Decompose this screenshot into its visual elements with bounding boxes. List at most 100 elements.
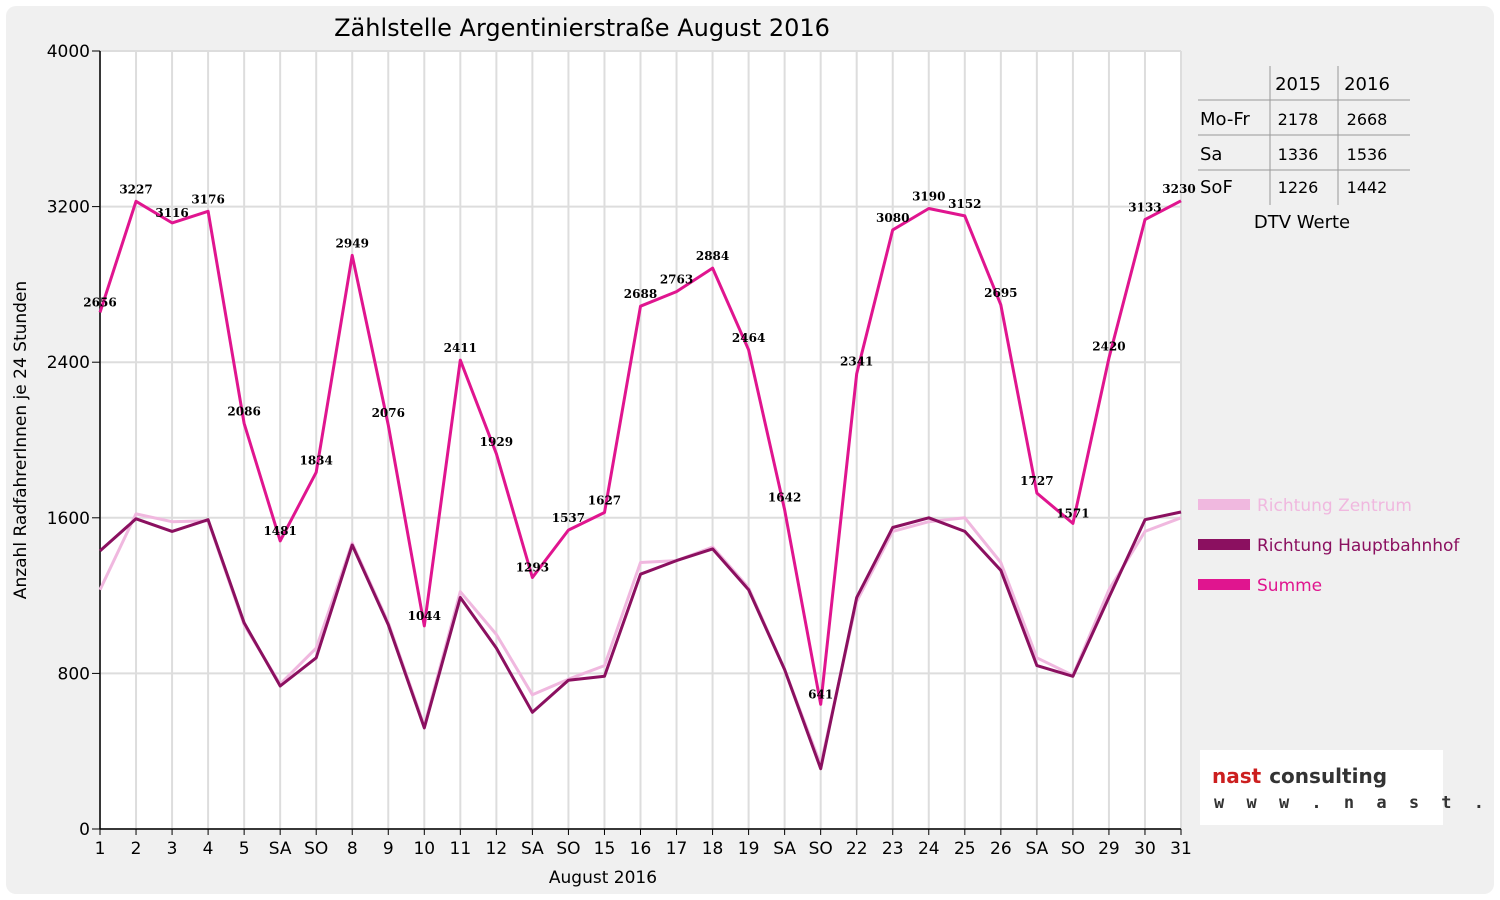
- logo-wordmark: nast consulting: [1212, 764, 1387, 788]
- data-label: 2656: [83, 295, 116, 309]
- data-label: 3227: [119, 182, 152, 196]
- data-label: 2076: [372, 406, 405, 420]
- legend-label-zentrum: Richtung Zentrum: [1257, 496, 1412, 516]
- logo-box: [1200, 750, 1443, 825]
- x-tick-label: 12: [486, 839, 508, 859]
- series-lines: [98, 199, 1182, 771]
- x-tick-label: 2: [131, 839, 142, 859]
- x-tick-label: SO: [556, 839, 580, 859]
- data-label: 1481: [263, 524, 296, 538]
- data-label: 641: [808, 687, 833, 701]
- table-cell-mofr-2016: 2668: [1347, 110, 1388, 129]
- table-caption: DTV Werte: [1254, 212, 1350, 233]
- table-cell-mofr-2015: 2178: [1278, 110, 1319, 129]
- x-tick-label: 19: [738, 839, 760, 859]
- data-label: 3116: [155, 206, 188, 220]
- data-label: 3133: [1128, 201, 1161, 215]
- table-cell-sof-2015: 1226: [1278, 178, 1319, 197]
- y-tick-labels: 0 800 1600 2400 3200 4000: [47, 42, 90, 840]
- series-line-summe: [98, 199, 1182, 706]
- data-label: 1627: [588, 494, 621, 508]
- data-label: 2688: [624, 287, 657, 301]
- logo-word-consulting: consulting: [1269, 764, 1387, 788]
- x-tick-label: 23: [882, 839, 904, 859]
- x-tick-label: 24: [918, 839, 940, 859]
- x-tick-label: SA: [773, 839, 796, 859]
- x-tick-labels: 1 2 3 4 5 SA SO 8 9 10 11 12 SA SO 15 16 17 18 19 SA SO 22 23 2…: [95, 839, 1192, 859]
- nast-consulting-logo: nast consulting w w w . n a s t . a t: [1200, 750, 1500, 825]
- x-tick-label: 15: [594, 839, 616, 859]
- x-tick-label: SO: [809, 839, 833, 859]
- data-label: 1044: [408, 609, 441, 623]
- data-label: 1929: [480, 435, 513, 449]
- data-label: 2884: [696, 249, 729, 263]
- x-tick-label: 11: [450, 839, 472, 859]
- x-tick-label: 30: [1134, 839, 1156, 859]
- x-tick-label: 17: [666, 839, 688, 859]
- table-cell-sof-2016: 1442: [1347, 178, 1388, 197]
- x-tick-label: SA: [521, 839, 544, 859]
- data-label: 2464: [732, 331, 765, 345]
- legend-swatch-summe: [1198, 579, 1250, 590]
- table-row-label-mofr: Mo-Fr: [1200, 109, 1250, 130]
- axes: [92, 50, 1182, 835]
- data-label: 1571: [1056, 506, 1089, 520]
- data-label: 2420: [1092, 339, 1125, 353]
- x-tick-label: 29: [1098, 839, 1120, 859]
- data-label: 2949: [336, 236, 369, 250]
- x-tick-label: 3: [167, 839, 178, 859]
- dtv-table: 2015 2016 Mo-Fr 2178 2668 Sa 1336 1536 S…: [1198, 66, 1410, 233]
- x-tick-label: 16: [630, 839, 652, 859]
- logo-word-nast: nast: [1212, 764, 1262, 788]
- y-tick-label: 0: [79, 820, 90, 840]
- x-tick-label: 9: [383, 839, 394, 859]
- table-cell-sa-2015: 1336: [1278, 145, 1319, 164]
- legend-label-summe: Summe: [1257, 576, 1322, 596]
- x-tick-label: SA: [1025, 839, 1048, 859]
- table-cell-sa-2016: 1536: [1347, 145, 1388, 164]
- x-tick-label: 1: [95, 839, 106, 859]
- legend-swatch-hauptbahnhof: [1198, 539, 1250, 550]
- x-tick-label: 4: [203, 839, 214, 859]
- table-row-label-sof: SoF: [1200, 177, 1233, 198]
- y-tick-label: 800: [58, 664, 90, 684]
- data-label: 1834: [299, 453, 332, 467]
- x-tick-label: 18: [702, 839, 724, 859]
- x-axis-label: August 2016: [549, 868, 657, 888]
- data-label: 3190: [912, 190, 945, 204]
- y-axis-label: Anzahl RadfahrerInnen je 24 Stunden: [11, 281, 31, 599]
- legend: Richtung Zentrum Richtung Hauptbahnhof S…: [1198, 496, 1460, 596]
- table-header-2015: 2015: [1275, 74, 1321, 95]
- y-tick-label: 2400: [47, 353, 90, 373]
- data-label: 2341: [840, 355, 873, 369]
- x-tick-label: 8: [347, 839, 358, 859]
- data-label: 1293: [516, 561, 549, 575]
- data-label: 1537: [552, 511, 585, 525]
- data-label: 2086: [227, 404, 260, 418]
- data-label: 3080: [876, 211, 909, 225]
- x-tick-label: SO: [1061, 839, 1085, 859]
- data-label: 3230: [1162, 182, 1195, 196]
- x-tick-label: 5: [239, 839, 250, 859]
- x-tick-label: 10: [413, 839, 435, 859]
- x-tick-label: SO: [304, 839, 328, 859]
- series-line-hauptbahnhof: [99, 510, 1182, 771]
- table-row-label-sa: Sa: [1200, 144, 1222, 165]
- legend-swatch-zentrum: [1198, 499, 1250, 510]
- x-tick-label: SA: [269, 839, 292, 859]
- x-tick-label: 25: [954, 839, 976, 859]
- chart-title: Zählstelle Argentinierstraße August 2016: [334, 14, 830, 42]
- logo-url: w w w . n a s t . a t: [1214, 793, 1500, 813]
- y-tick-label: 4000: [47, 42, 90, 62]
- data-label: 2411: [444, 341, 477, 355]
- x-tick-label: 31: [1170, 839, 1192, 859]
- x-tick-label: 22: [846, 839, 868, 859]
- data-label: 3176: [191, 192, 224, 206]
- data-label: 1727: [1020, 474, 1053, 488]
- table-header-2016: 2016: [1344, 74, 1390, 95]
- data-label: 2763: [660, 273, 693, 287]
- x-tick-label: 26: [990, 839, 1012, 859]
